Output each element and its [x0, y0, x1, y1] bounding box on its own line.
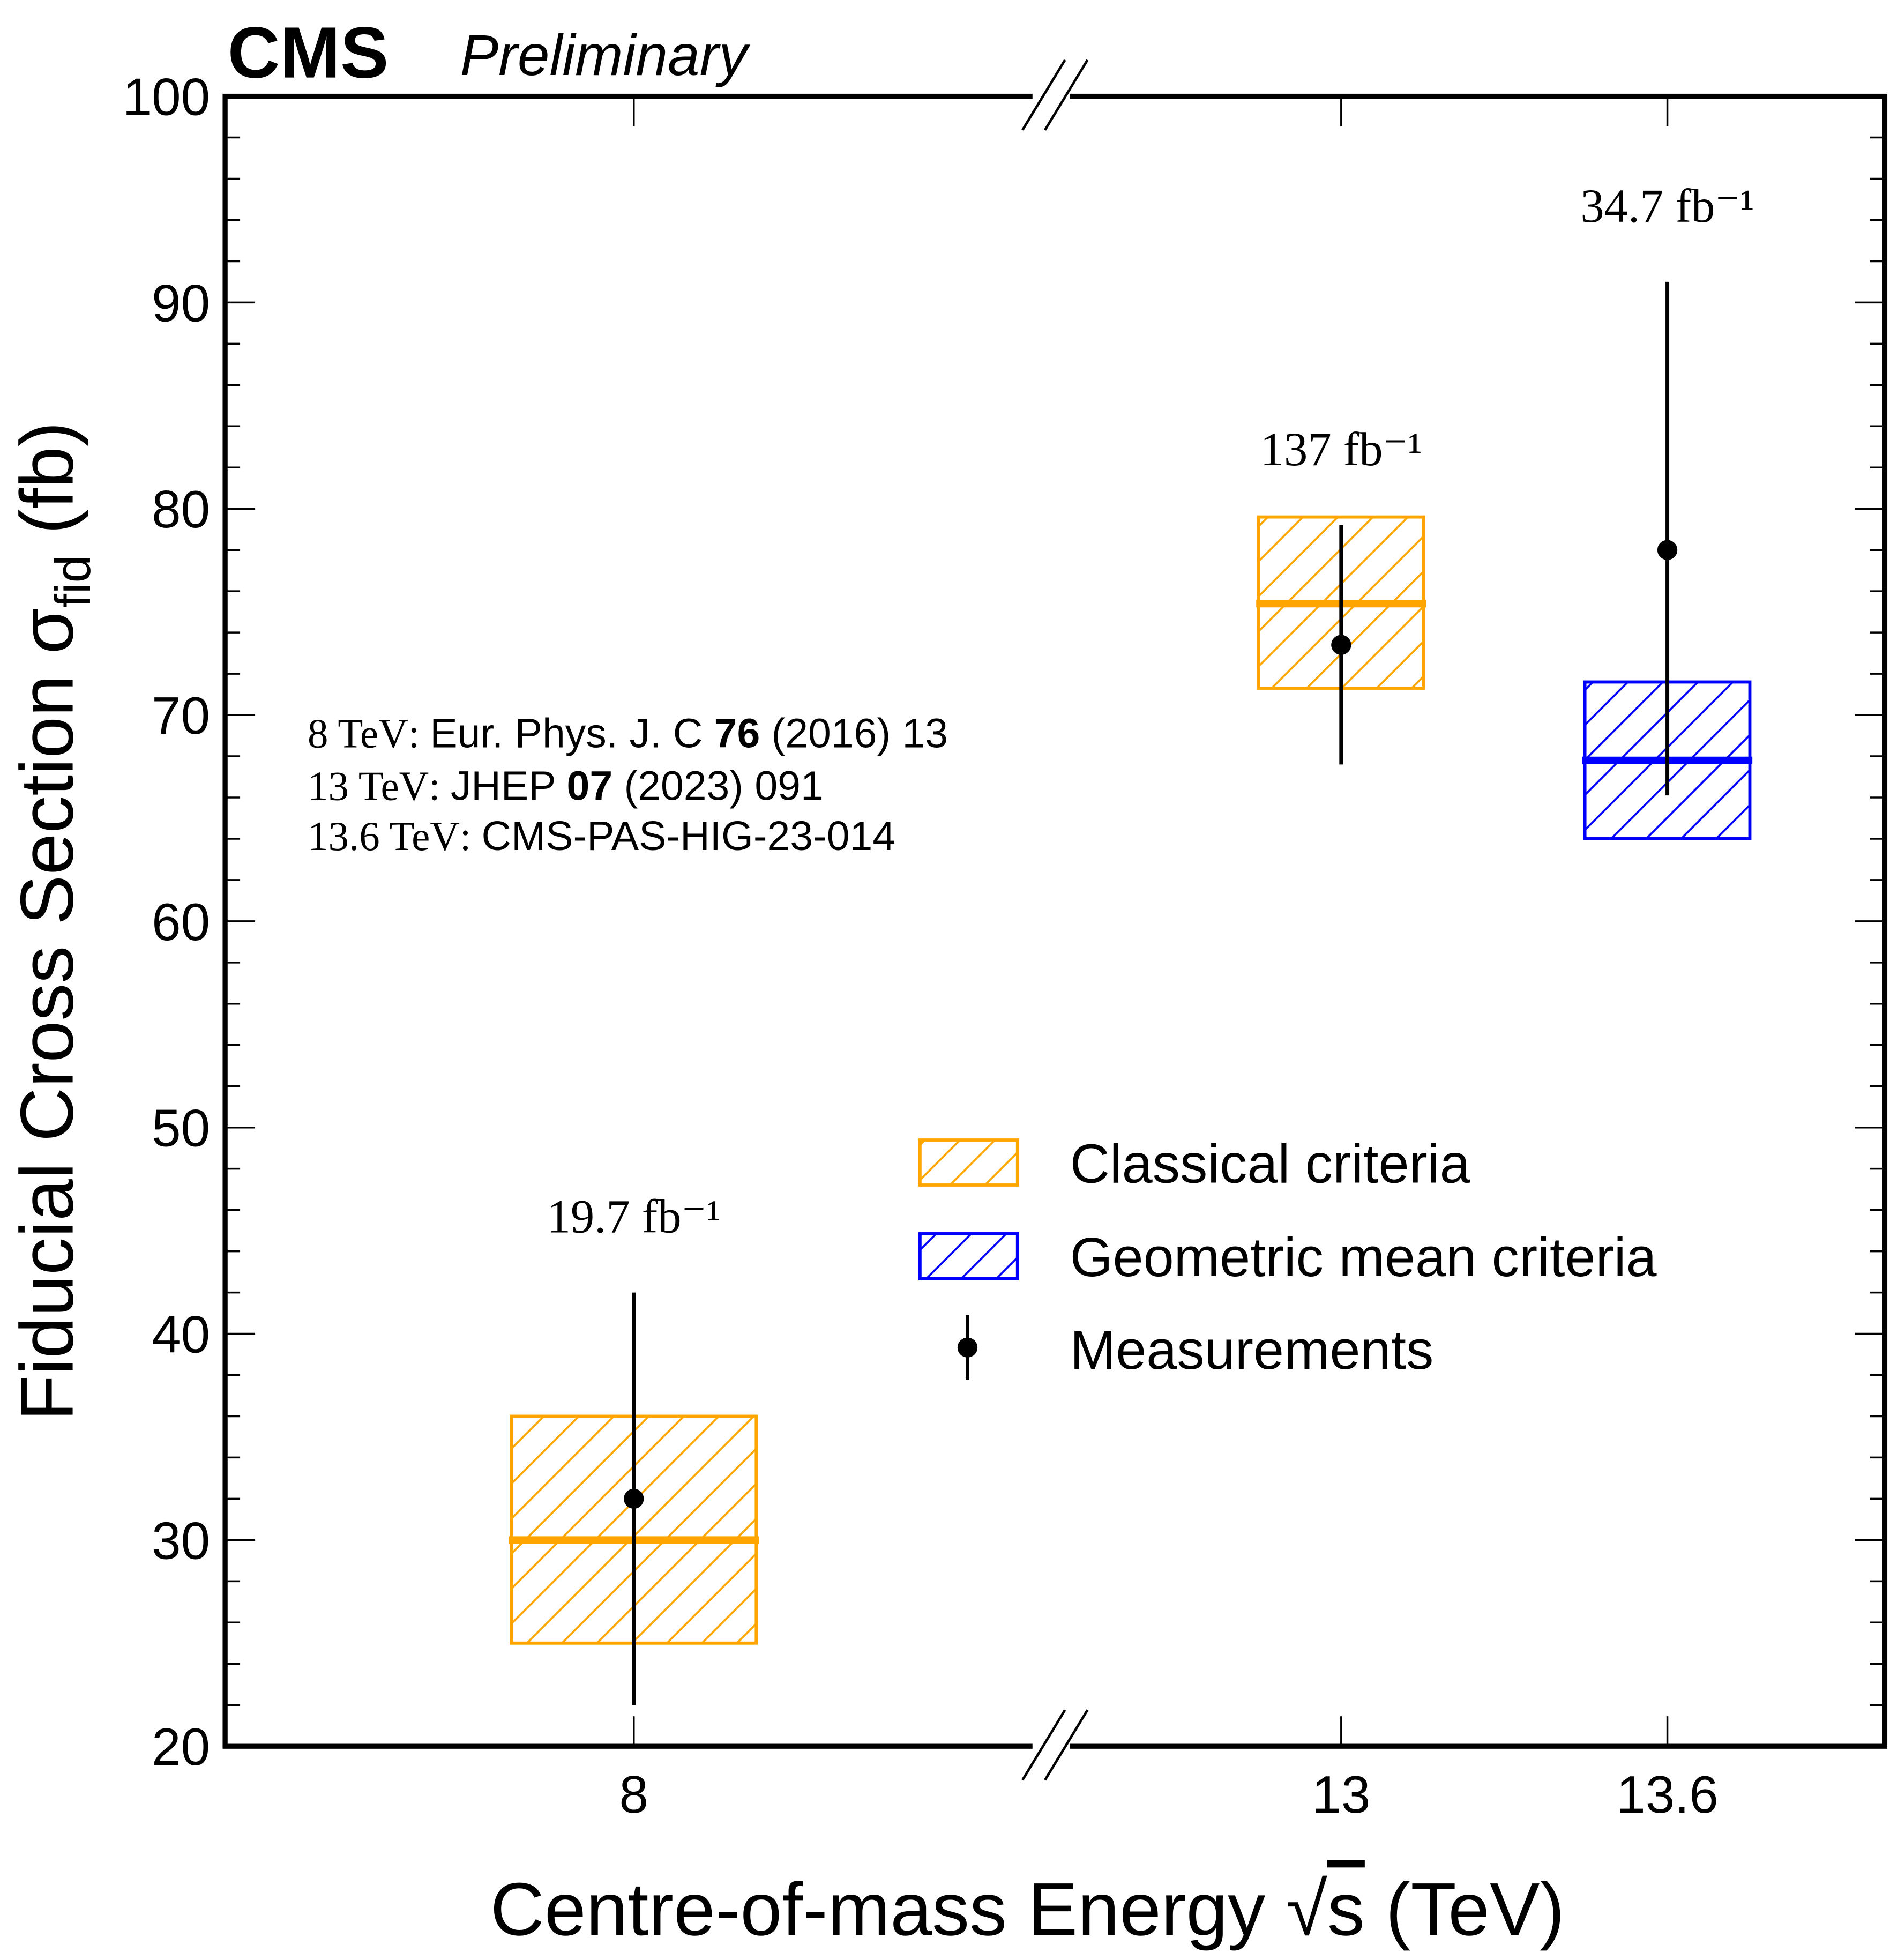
y-tick-label: 60 [152, 892, 210, 951]
legend-item-geometric: Geometric mean criteria [918, 1226, 1657, 1288]
luminosity-label: 34.7 fb⁻¹ [1580, 180, 1754, 233]
luminosity-label: 19.7 fb⁻¹ [547, 1191, 721, 1243]
y-tick-label: 80 [152, 480, 210, 539]
reference-8tev: 8 TeV: Eur. Phys. J. C 76 (2016) 13 [308, 711, 948, 757]
x-axis-title: Centre-of-mass Energy √s (TeV) [490, 1867, 1565, 1951]
measurement-point [1331, 635, 1351, 655]
reference-13tev: 13 TeV: JHEP 07 (2023) 091 [308, 763, 824, 809]
reference-13-6tev: 13.6 TeV: CMS-PAS-HIG-23-014 [308, 813, 895, 859]
legend-label-geometric: Geometric mean criteria [1070, 1226, 1657, 1288]
legend-label-classical: Classical criteria [1070, 1132, 1471, 1194]
x-tick-label: 8 [619, 1765, 648, 1824]
legend-marker [957, 1337, 978, 1358]
x-tick-label: 13 [1312, 1765, 1370, 1824]
y-tick-label: 50 [152, 1099, 210, 1158]
y-axis-title: Fiducial Cross Section σfid (fb) [5, 422, 101, 1421]
y-tick-label: 30 [152, 1511, 210, 1570]
luminosity-label: 137 fb⁻¹ [1260, 423, 1422, 476]
y-tick-label: 40 [152, 1305, 210, 1364]
legend-item-measurements: Measurements [957, 1315, 1434, 1381]
axis-break-bottom [1021, 1709, 1089, 1781]
legend: Classical criteria Geometric mean criter… [918, 1132, 1657, 1381]
legend-label-measurements: Measurements [1070, 1319, 1434, 1381]
axes-frame [222, 93, 1888, 1749]
y-tick-label: 20 [152, 1717, 210, 1776]
y-tick-label: 100 [123, 68, 210, 126]
legend-item-classical: Classical criteria [918, 1132, 1471, 1194]
measurement-point [624, 1488, 644, 1509]
y-tick-label: 90 [152, 273, 210, 332]
measurement-point [1657, 540, 1678, 560]
cms-label: CMS [228, 12, 389, 93]
legend-swatch-geometric [918, 1232, 1019, 1280]
legend-swatch-classical [918, 1138, 1019, 1187]
y-tick-label: 70 [152, 686, 210, 745]
y-axis: 20 30 40 50 60 70 80 90 100 8 13 13.6 [123, 68, 1885, 1824]
references: 8 TeV: Eur. Phys. J. C 76 (2016) 13 13 T… [308, 711, 948, 859]
axis-break-top [1021, 59, 1089, 131]
plot-area: 19.7 fb⁻¹ 137 fb⁻¹ 34.7 fb⁻¹ [509, 180, 1754, 1705]
x-tick-label: 13.6 [1616, 1765, 1719, 1824]
preliminary-label: Preliminary [460, 23, 751, 87]
